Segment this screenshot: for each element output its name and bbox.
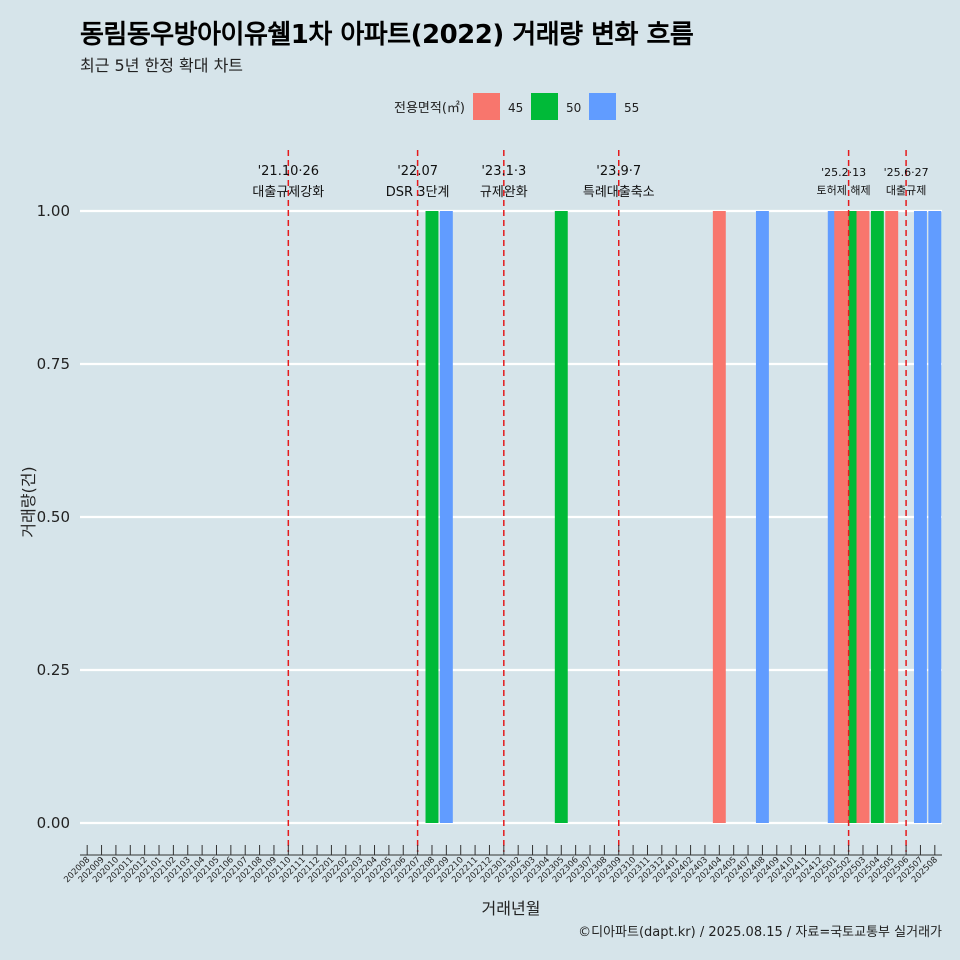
legend-label: 50 bbox=[566, 101, 581, 115]
annotation-date: '23.9·7 bbox=[596, 164, 641, 179]
annotation-date: '21.10·26 bbox=[258, 164, 319, 179]
legend-swatch bbox=[589, 93, 616, 120]
y-tick-label: 0.25 bbox=[37, 661, 70, 679]
bar bbox=[834, 211, 849, 823]
bar bbox=[870, 211, 884, 823]
bar bbox=[755, 211, 769, 823]
legend-swatch bbox=[473, 93, 500, 120]
y-axis-title: 거래량(건) bbox=[19, 466, 38, 537]
source-caption: ©디아파트(dapt.kr) / 2025.08.15 / 자료=국토교통부 실… bbox=[578, 925, 942, 940]
annotation-date: '25.6·27 bbox=[884, 166, 929, 179]
chart-title: 동림동우방아이유쉘1차 아파트(2022) 거래량 변화 흐름 bbox=[80, 20, 694, 50]
annotation-label: DSR 3단계 bbox=[386, 185, 450, 200]
bar bbox=[928, 211, 942, 823]
annotation-label: 대출규제강화 bbox=[252, 185, 324, 200]
y-tick-label: 0.75 bbox=[37, 355, 70, 373]
annotation-date: '22.07 bbox=[397, 164, 438, 179]
y-tick-label: 0.50 bbox=[37, 508, 70, 526]
bar bbox=[439, 211, 453, 823]
bar bbox=[425, 211, 439, 823]
annotation-label: 대출규제 bbox=[886, 184, 926, 197]
bar bbox=[856, 211, 870, 823]
legend-label: 45 bbox=[508, 101, 523, 115]
bar bbox=[554, 211, 568, 823]
y-tick-label: 1.00 bbox=[37, 202, 70, 220]
annotation-label: 규제완화 bbox=[480, 185, 528, 200]
legend-label: 55 bbox=[624, 101, 639, 115]
annotation-date: '23.1·3 bbox=[481, 164, 526, 179]
bar bbox=[913, 211, 927, 823]
y-tick-label: 0.00 bbox=[37, 814, 70, 832]
chart-subtitle: 최근 5년 한정 확대 차트 bbox=[80, 56, 244, 75]
x-axis-title: 거래년월 bbox=[482, 899, 541, 918]
bar bbox=[712, 211, 726, 823]
bar bbox=[885, 211, 899, 823]
legend-swatch bbox=[531, 93, 558, 120]
annotation-label: 토허제 해제 bbox=[817, 183, 871, 197]
annotation-label: 특례대출축소 bbox=[583, 185, 655, 200]
legend-title: 전용면적(㎡) bbox=[394, 101, 465, 116]
annotation-date: '25.2·13 bbox=[821, 166, 866, 179]
